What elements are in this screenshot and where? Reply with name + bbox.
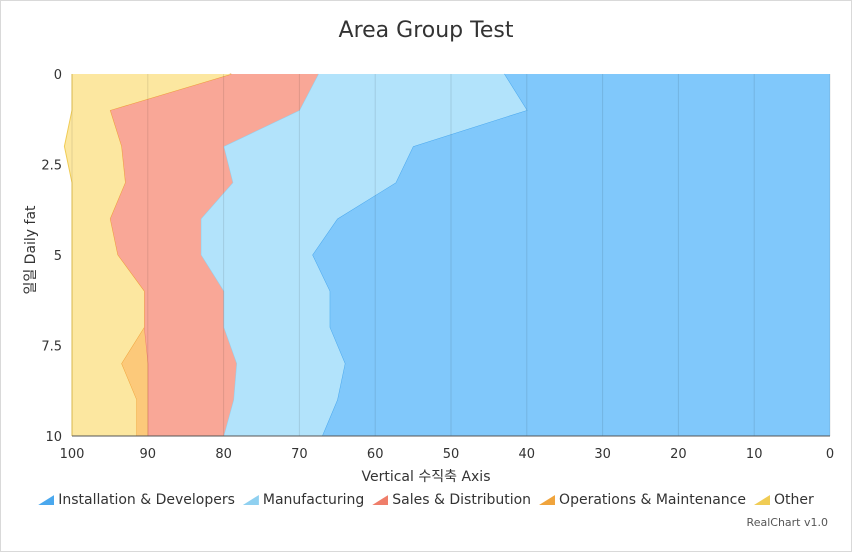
area-manufacturing [200,74,527,436]
legend-item[interactable]: Operations & Maintenance [539,492,746,508]
area-sales-distribution [109,74,319,436]
legend-swatch-icon [242,495,259,505]
x-tick-label: 70 [291,447,308,462]
x-tick-label: 60 [367,447,384,462]
legend-swatch-icon [372,495,389,505]
area-installation-developers [312,74,830,436]
x-tick-label: 30 [594,447,611,462]
legend-item[interactable]: Installation & Developers [38,492,235,508]
legend-label: Sales & Distribution [392,492,532,508]
x-tick-label: 80 [215,447,232,462]
legend-label: Installation & Developers [58,492,235,508]
legend-swatch-icon [754,495,770,505]
area-other [64,74,232,436]
chart-title: Area Group Test [338,18,514,43]
y-tick-label: 10 [45,430,62,445]
y-tick-label: 0 [54,68,62,83]
x-tick-label: 50 [443,447,460,462]
legend: Installation & Developers Manufacturing Sa… [0,492,852,508]
legend-item[interactable]: Other [754,492,814,508]
x-tick-label: 0 [826,447,834,462]
y-tick-label: 2.5 [41,159,62,174]
x-tick-label: 100 [60,447,85,462]
legend-label: Other [774,492,814,508]
y-tick-label: 5 [54,249,62,264]
x-tick-label: 20 [670,447,687,462]
legend-label: Operations & Maintenance [559,492,746,508]
legend-swatch-icon [38,495,55,505]
credit-label: RealChart v1.0 [746,516,828,529]
legend-item[interactable]: Manufacturing [242,492,365,508]
area-operations-maintenance [109,74,232,436]
x-tick-label: 10 [746,447,763,462]
x-tick-label: 40 [519,447,536,462]
area-line-other [63,74,73,436]
x-tick-label: 90 [140,447,157,462]
y-tick-label: 7.5 [41,340,62,355]
legend-label: Manufacturing [262,492,365,508]
legend-item[interactable]: Sales & Distribution [372,492,531,508]
legend-swatch-icon [539,495,556,505]
x-axis-label: Vertical 수직축 Axis [361,469,491,485]
